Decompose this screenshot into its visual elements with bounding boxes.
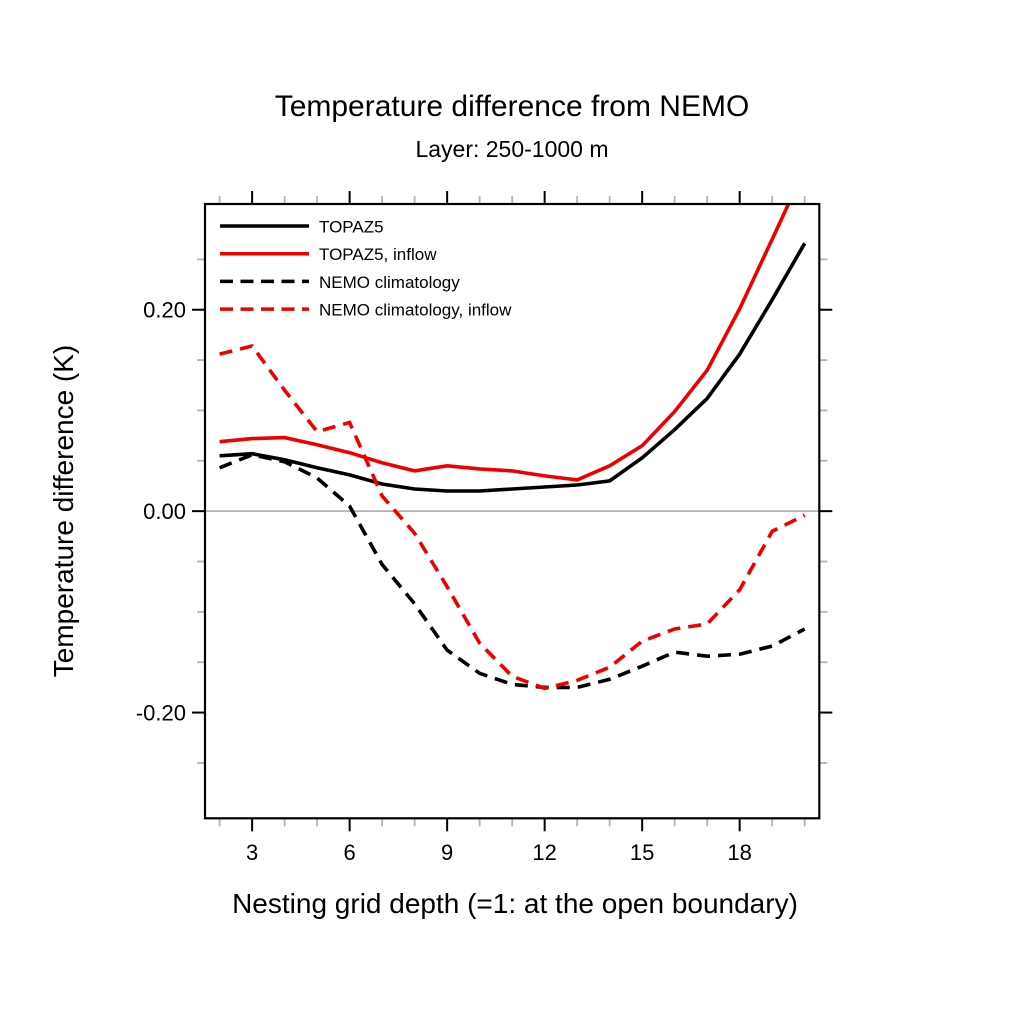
y-tick-label: 0.00: [143, 499, 186, 524]
x-tick-label: 9: [441, 840, 453, 865]
series-line-0: [219, 242, 807, 493]
legend-label: NEMO climatology: [319, 273, 460, 292]
y-tick-label: 0.20: [143, 298, 186, 323]
x-tick-label: 12: [532, 840, 556, 865]
chart-title: Temperature difference from NEMO: [275, 90, 750, 123]
plot-border: [203, 202, 821, 820]
x-tick-label: 6: [344, 840, 356, 865]
x-axis-label: Nesting grid depth (=1: at the open boun…: [232, 888, 798, 919]
plot-area: 3 6 9 12 15 18 0.20 0.00 -0.20: [136, 191, 833, 865]
legend-item: NEMO climatology: [220, 273, 460, 292]
y-axis-label: Temperature difference (K): [48, 345, 79, 678]
legend-label: TOPAZ5, inflow: [319, 245, 437, 264]
x-tick-label: 15: [630, 840, 654, 865]
x-tick-label: 3: [246, 840, 258, 865]
legend: TOPAZ5 TOPAZ5, inflow NEMO climatology NEMO…: [220, 218, 512, 320]
legend-item: NEMO climatology, inflow: [220, 301, 512, 320]
x-tick-label: 18: [727, 840, 751, 865]
chart-subtitle: Layer: 250-1000 m: [415, 136, 608, 162]
series-group: [218, 204, 807, 691]
y-tick-label: -0.20: [136, 701, 186, 726]
legend-label: NEMO climatology, inflow: [319, 301, 512, 320]
legend-item: TOPAZ5: [220, 218, 384, 237]
legend-label: TOPAZ5: [319, 218, 384, 237]
legend-item: TOPAZ5, inflow: [220, 245, 437, 264]
series-line-2: [218, 452, 806, 690]
series-line-3: [219, 343, 806, 691]
series-line-1: [219, 204, 791, 482]
